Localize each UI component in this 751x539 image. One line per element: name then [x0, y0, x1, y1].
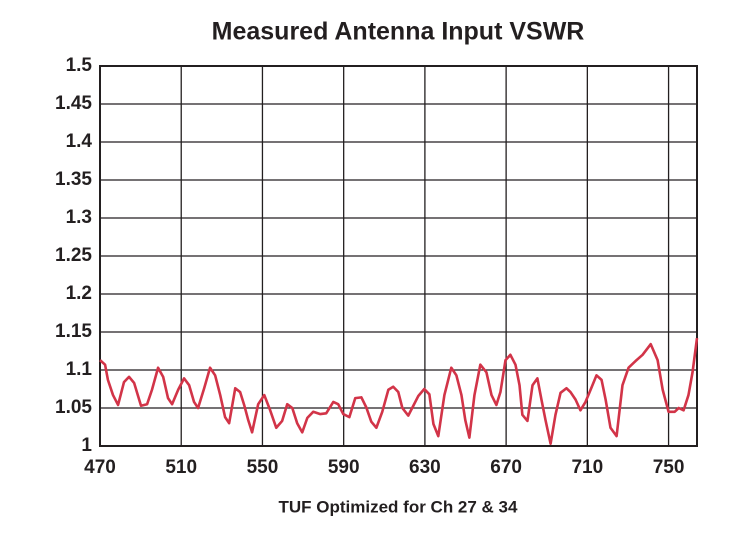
y-tick-label: 1.35: [55, 169, 92, 190]
x-tick-label: 750: [653, 457, 685, 478]
y-tick-label: 1.2: [66, 283, 92, 304]
x-tick-label: 630: [409, 457, 441, 478]
y-tick-label: 1.45: [55, 93, 92, 114]
chart-title: Measured Antenna Input VSWR: [212, 18, 585, 46]
x-tick-label: 590: [328, 457, 360, 478]
x-tick-label: 710: [571, 457, 603, 478]
x-tick-label: 670: [490, 457, 522, 478]
y-tick-label: 1.5: [66, 55, 93, 76]
plot-frame: [99, 65, 698, 447]
y-tick-label: 1: [81, 435, 92, 456]
y-tick-label: 1.15: [55, 321, 92, 342]
y-tick-label: 1.3: [66, 207, 92, 228]
y-tick-label: 1.1: [66, 359, 93, 380]
y-tick-label: 1.25: [55, 245, 92, 266]
y-tick-label: 1.4: [66, 131, 93, 152]
y-tick-label: 1.05: [55, 397, 92, 418]
x-tick-label: 470: [84, 457, 116, 478]
x-tick-label: 550: [247, 457, 279, 478]
x-tick-label: 510: [165, 457, 197, 478]
x-axis-label: TUF Optimized for Ch 27 & 34: [279, 497, 519, 516]
data-line: [99, 337, 699, 446]
